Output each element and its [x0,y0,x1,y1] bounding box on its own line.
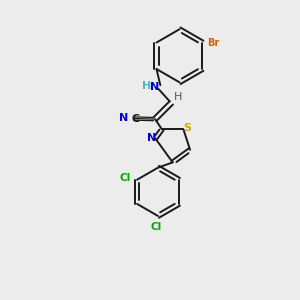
Text: N: N [147,134,156,143]
Text: S: S [184,123,191,133]
Text: N: N [150,82,160,92]
Text: N: N [119,113,128,124]
Text: H: H [173,92,182,102]
Text: Cl: Cl [151,222,162,233]
Text: Br: Br [207,38,219,47]
Text: H: H [142,81,152,91]
Text: Cl: Cl [119,173,130,183]
Text: C: C [131,114,140,124]
